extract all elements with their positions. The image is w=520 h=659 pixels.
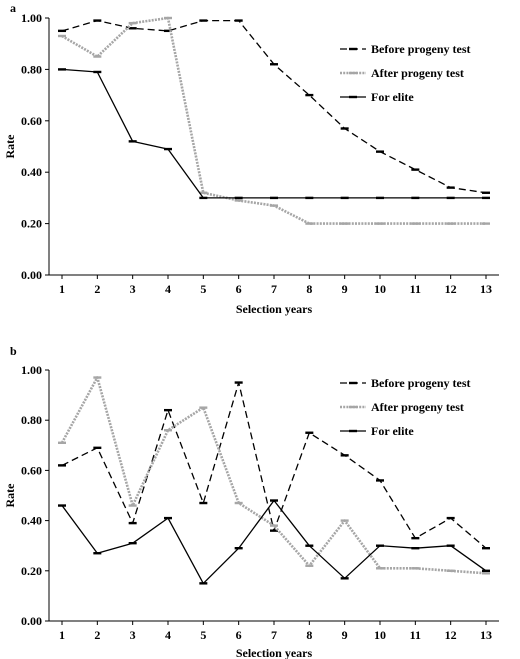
y-tick-label: 0.40 xyxy=(21,514,42,528)
panel-label: a xyxy=(10,1,16,15)
x-tick-label: 10 xyxy=(374,282,386,296)
y-tick-label: 0.00 xyxy=(21,268,42,282)
x-tick-label: 7 xyxy=(271,628,277,642)
x-tick-label: 5 xyxy=(200,628,206,642)
x-tick-label: 2 xyxy=(94,628,100,642)
x-tick-label: 2 xyxy=(94,282,100,296)
x-tick-label: 9 xyxy=(342,628,348,642)
x-tick-label: 11 xyxy=(410,628,421,642)
x-tick-label: 9 xyxy=(342,282,348,296)
series-line-2 xyxy=(61,68,486,199)
y-tick-label: 0.40 xyxy=(21,165,42,179)
x-tick-label: 4 xyxy=(165,628,171,642)
x-tick-label: 3 xyxy=(130,282,136,296)
y-tick-label: 1.00 xyxy=(21,363,42,377)
x-tick-label: 11 xyxy=(410,282,421,296)
x-tick-label: 8 xyxy=(306,282,312,296)
legend-entry: Before progeny test xyxy=(371,376,471,390)
series-line-2 xyxy=(61,499,487,585)
y-tick-label: 0.80 xyxy=(21,413,42,427)
legend-entry: For elite xyxy=(371,90,414,104)
y-axis-title: Rate xyxy=(3,134,17,159)
x-tick-label: 4 xyxy=(165,282,171,296)
y-tick-label: 1.00 xyxy=(21,11,42,25)
x-tick-label: 1 xyxy=(59,628,65,642)
x-tick-label: 10 xyxy=(374,628,386,642)
x-tick-label: 6 xyxy=(236,282,242,296)
chart-panel-a: a0.000.200.400.600.801.001 2 3 4 5 6 7 8 9 10 11 12… xyxy=(3,1,499,316)
legend-entry: For elite xyxy=(371,424,414,438)
x-tick-label: 13 xyxy=(480,628,492,642)
x-tick-label: 5 xyxy=(200,282,206,296)
x-tick-label: 7 xyxy=(271,282,277,296)
legend-entry: After progeny test xyxy=(371,400,464,414)
y-tick-label: 0.20 xyxy=(21,217,42,231)
x-axis-title: Selection years xyxy=(236,302,313,316)
y-tick-label: 0.80 xyxy=(21,62,42,76)
y-tick-label: 0.60 xyxy=(21,114,42,128)
x-tick-label: 6 xyxy=(236,628,242,642)
chart-panel-b: b0.000.200.400.600.801.001 2 3 4 5 6 7 8 9 10 11 12… xyxy=(3,344,499,659)
y-tick-label: 0.60 xyxy=(21,463,42,477)
legend-entry: Before progeny test xyxy=(371,42,471,56)
panel-label: b xyxy=(10,344,17,358)
x-tick-label: 12 xyxy=(445,282,457,296)
x-tick-label: 13 xyxy=(480,282,492,296)
x-tick-label: 1 xyxy=(59,282,65,296)
x-axis-title: Selection years xyxy=(236,646,313,659)
y-tick-label: 0.20 xyxy=(21,564,42,578)
y-tick-label: 0.00 xyxy=(21,614,42,628)
legend-entry: After progeny test xyxy=(371,66,464,80)
x-tick-label: 12 xyxy=(445,628,457,642)
y-axis-title: Rate xyxy=(3,483,17,508)
x-tick-label: 8 xyxy=(306,628,312,642)
x-tick-label: 3 xyxy=(130,628,136,642)
